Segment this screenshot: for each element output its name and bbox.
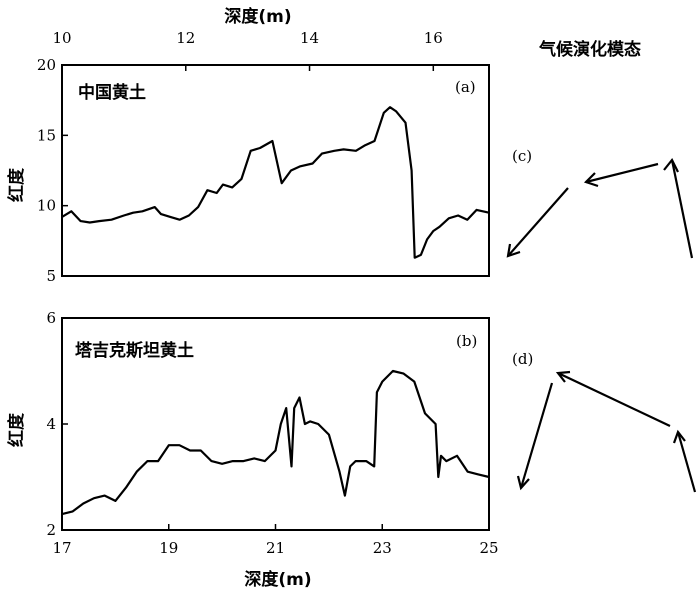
arrowhead-c-3 [506, 243, 521, 258]
arrow-d-2 [557, 372, 671, 427]
panel-a: 10 12 14 16 5 10 15 20 中国黄土 (a) 红度 [6, 29, 490, 285]
x-tick-label: 19 [159, 539, 178, 557]
climate-mode-c: (c) [506, 147, 694, 259]
y-tick-label: 20 [37, 56, 56, 74]
x-tick-label: 21 [266, 539, 285, 557]
arrowhead-d-2 [555, 370, 571, 383]
y-tick-label: 5 [46, 267, 56, 285]
arrow-d-3 [519, 382, 554, 489]
arrow-c-3 [507, 187, 569, 257]
panel-annotation-b: 塔吉克斯坦黄土 [75, 340, 194, 361]
x-ticks-b: 17 19 21 23 25 [52, 524, 499, 557]
y-axis-label-b: 红度 [6, 412, 27, 447]
arrowhead-d-3 [516, 475, 530, 491]
y-tick-label: 4 [46, 415, 56, 433]
series-line-a [61, 106, 490, 259]
series-line-b [61, 369, 490, 516]
x-ticks-a: 10 12 14 16 [52, 29, 443, 71]
y-tick-label: 6 [46, 309, 56, 327]
y-ticks-b: 2 4 6 [46, 309, 68, 539]
plot-frame-a [61, 64, 490, 277]
x-tick-label: 10 [52, 29, 71, 47]
y-ticks-a: 5 10 15 20 [37, 56, 68, 285]
arrowhead-c-1 [663, 157, 679, 173]
panel-annotation-a: 中国黄土 [78, 82, 146, 103]
x-tick-label: 16 [424, 29, 443, 47]
top-axis-title: 深度(m) [224, 6, 291, 27]
side-label-d: (d) [512, 350, 533, 368]
x-tick-label: 25 [479, 539, 498, 557]
side-label-c: (c) [512, 147, 532, 165]
panel-label-a: (a) [455, 78, 476, 96]
climate-mode-d: (d) [512, 350, 697, 493]
x-tick-label: 17 [52, 539, 71, 557]
x-tick-label: 14 [300, 29, 319, 47]
arrowhead-d-1 [672, 429, 686, 444]
y-tick-label: 15 [37, 126, 56, 144]
arrow-d-1 [676, 431, 697, 493]
arrowhead-c-2 [583, 172, 599, 188]
x-tick-label: 23 [373, 539, 392, 557]
y-axis-label-a: 红度 [6, 167, 27, 202]
arrow-c-1 [670, 159, 694, 259]
side-panel-title: 气候演化模态 [538, 39, 641, 60]
arrow-c-2 [585, 162, 659, 184]
panel-b: 17 19 21 23 25 2 4 6 塔吉克斯坦黄土 (b) 红度 深度(m) [6, 309, 499, 590]
x-axis-label-b: 深度(m) [244, 569, 311, 590]
y-tick-label: 2 [46, 521, 56, 539]
panel-label-b: (b) [456, 332, 477, 350]
x-tick-label: 12 [176, 29, 195, 47]
y-tick-label: 10 [37, 197, 56, 215]
